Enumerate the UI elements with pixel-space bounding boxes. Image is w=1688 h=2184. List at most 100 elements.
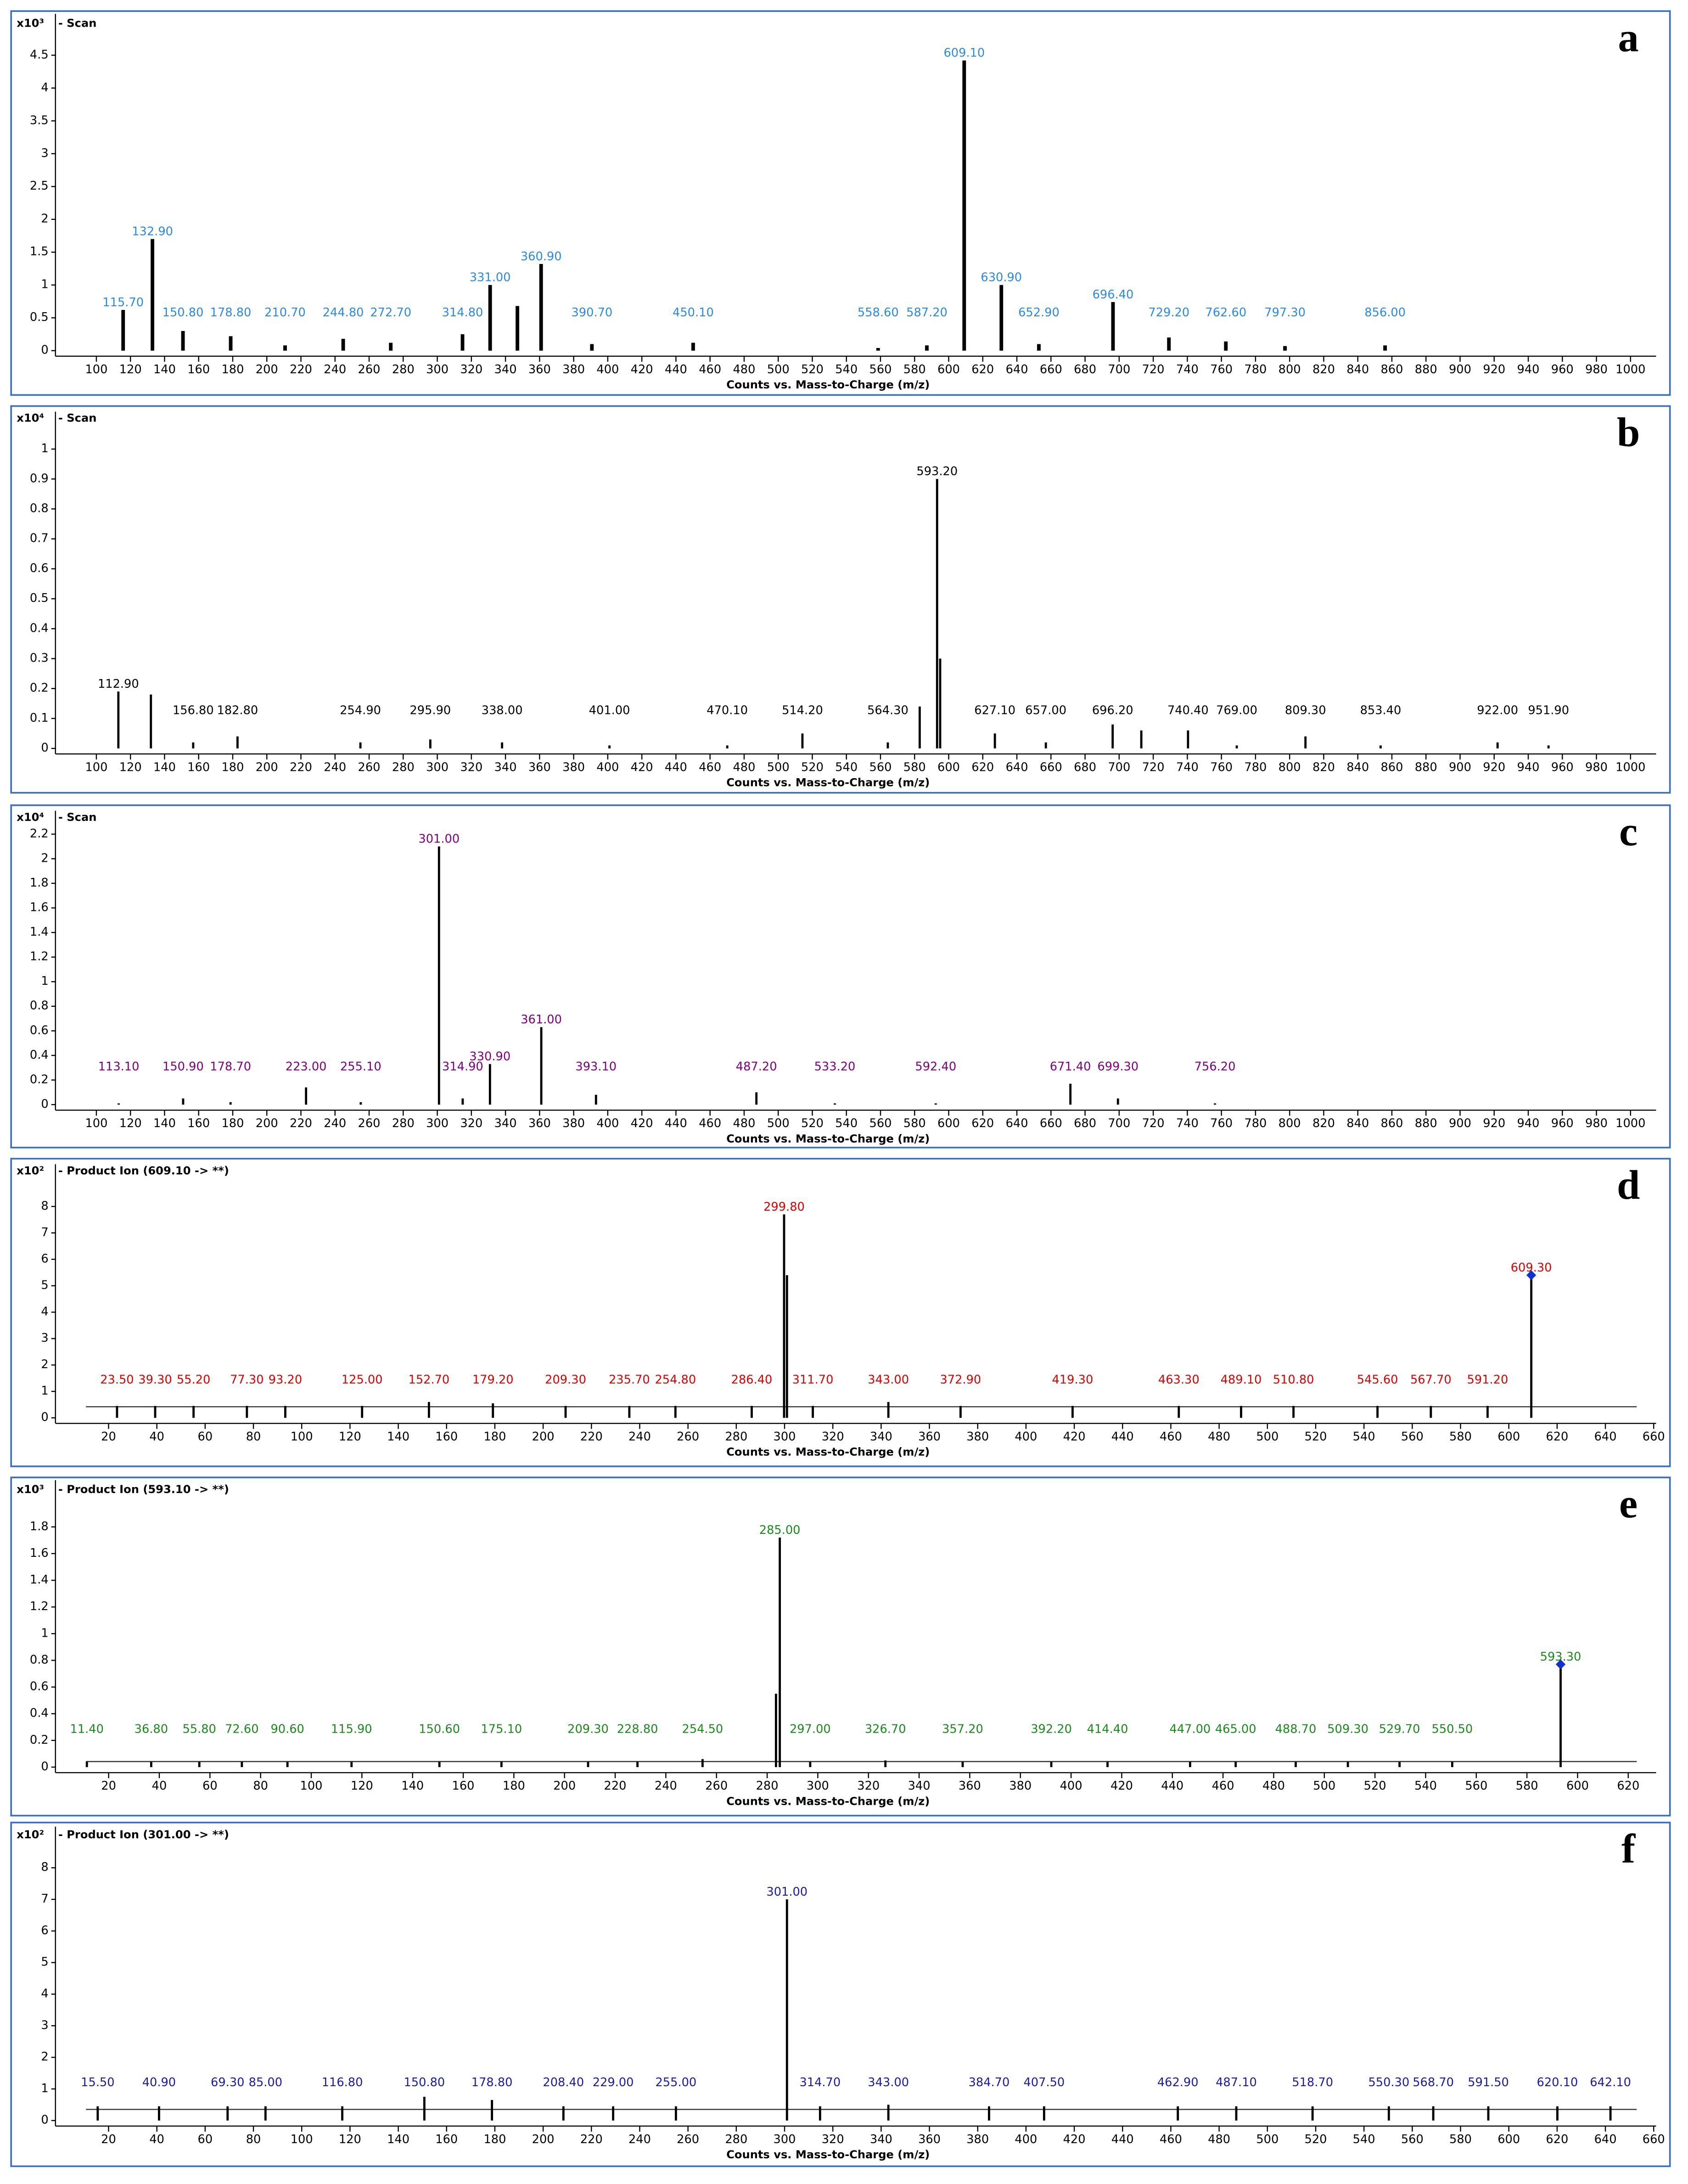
peak-label: 208.40: [543, 2076, 584, 2089]
peak-label: 529.70: [1379, 1722, 1420, 1736]
x-tick-label: 320: [857, 1779, 880, 1793]
peak-label: 488.70: [1275, 1722, 1317, 1736]
panel-letter: e: [1619, 1480, 1638, 1527]
peak-label: 609.10: [943, 46, 985, 60]
x-tick-label: 120: [339, 1430, 361, 1443]
x-tick-label: 380: [1009, 1779, 1032, 1793]
y-tick-label: 1: [41, 2082, 48, 2095]
x-tick-label: 860: [1380, 760, 1403, 774]
y-tick-label: 1: [41, 278, 48, 292]
x-tick-label: 900: [1449, 363, 1471, 376]
x-tick-label: 100: [300, 1779, 323, 1793]
y-tick-label: 0.1: [30, 711, 49, 725]
peak-label: 671.40: [1050, 1060, 1091, 1073]
x-axis-title: Counts vs. Mass-to-Charge (m/z): [726, 378, 930, 391]
x-tick-label: 700: [1108, 1117, 1130, 1130]
peak-label: 285.00: [759, 1523, 801, 1537]
x-tick-label: 560: [869, 1117, 892, 1130]
x-tick-label: 620: [1617, 1779, 1639, 1793]
x-tick-label: 540: [1414, 1779, 1437, 1793]
peak-label: 178.80: [471, 2076, 513, 2089]
peak-label: 463.30: [1158, 1373, 1200, 1387]
x-tick-label: 700: [1108, 363, 1130, 376]
peak-label: 175.10: [481, 1722, 522, 1736]
x-tick-label: 240: [324, 760, 346, 774]
peak-label: 652.90: [1018, 306, 1060, 320]
peak-label: 178.80: [210, 306, 252, 320]
x-tick-label: 100: [85, 760, 107, 774]
x-tick-label: 880: [1415, 363, 1437, 376]
panel-title: - Scan: [58, 811, 97, 824]
x-tick-label: 420: [631, 1117, 653, 1130]
peak-label: 756.20: [1194, 1060, 1236, 1073]
multiplier: x10³: [17, 17, 44, 29]
x-tick-label: 520: [1305, 2133, 1327, 2146]
peak-label: 115.90: [331, 1722, 372, 1736]
x-tick-label: 1000: [1615, 760, 1645, 774]
x-tick-label: 600: [937, 1117, 960, 1130]
x-tick-label: 200: [532, 1430, 555, 1443]
x-tick-label: 280: [725, 1430, 747, 1443]
x-tick-label: 440: [665, 1117, 687, 1130]
x-tick-label: 180: [503, 1779, 525, 1793]
peak-label: 591.50: [1468, 2076, 1509, 2089]
x-tick-label: 980: [1585, 760, 1608, 774]
x-tick-label: 180: [222, 1117, 244, 1130]
x-tick-label: 280: [392, 1117, 415, 1130]
peak-label: 272.70: [370, 306, 411, 320]
peak-label: 762.60: [1205, 306, 1246, 320]
x-tick-label: 240: [324, 363, 346, 376]
y-tick-label: 1: [41, 974, 48, 988]
x-tick-label: 1000: [1615, 1117, 1645, 1130]
multiplier: x10²: [17, 1164, 44, 1177]
y-tick-label: 1.5: [30, 245, 49, 258]
x-tick-label: 680: [1074, 760, 1096, 774]
x-tick-label: 120: [119, 760, 142, 774]
x-tick-label: 780: [1244, 1117, 1267, 1130]
x-tick-label: 340: [494, 1117, 517, 1130]
peak-label: 696.40: [1093, 288, 1134, 302]
multiplier: x10²: [17, 1828, 44, 1841]
x-tick-label: 920: [1483, 363, 1505, 376]
x-tick-label: 740: [1176, 1117, 1199, 1130]
x-tick-label: 460: [1160, 2133, 1182, 2146]
x-tick-label: 120: [351, 1779, 373, 1793]
x-tick-label: 180: [222, 363, 244, 376]
peak-label: 90.60: [270, 1722, 304, 1736]
y-tick-label: 0: [41, 2113, 48, 2127]
peak-label: 286.40: [731, 1373, 773, 1387]
x-tick-label: 880: [1415, 1117, 1437, 1130]
x-tick-label: 440: [1111, 1430, 1134, 1443]
x-tick-label: 220: [290, 760, 312, 774]
x-tick-label: 480: [733, 760, 755, 774]
panel-letter: f: [1621, 1825, 1636, 1872]
peak-label: 297.00: [790, 1722, 831, 1736]
x-tick-label: 640: [1594, 2133, 1617, 2146]
x-tick-label: 60: [198, 1430, 213, 1443]
x-tick-label: 420: [1063, 1430, 1086, 1443]
x-tick-label: 580: [1449, 1430, 1472, 1443]
x-tick-label: 280: [725, 2133, 747, 2146]
panel-title: - Product Ion (593.10 -> **): [58, 1483, 229, 1496]
panel-frame: [10, 10, 1671, 396]
peak-label: 407.50: [1023, 2076, 1065, 2089]
x-tick-label: 660: [1040, 1117, 1062, 1130]
x-axis-title: Counts vs. Mass-to-Charge (m/z): [726, 2148, 930, 2161]
peak-label: 360.90: [521, 250, 562, 264]
y-tick-label: 0.8: [30, 1653, 49, 1667]
peak-label: 85.00: [249, 2076, 282, 2089]
x-tick-label: 540: [835, 1117, 858, 1130]
x-tick-label: 520: [1364, 1779, 1386, 1793]
x-tick-label: 560: [1401, 1430, 1424, 1443]
peak-label: 587.20: [906, 306, 948, 320]
x-tick-label: 460: [1212, 1779, 1234, 1793]
x-tick-label: 200: [553, 1779, 576, 1793]
x-tick-label: 360: [918, 1430, 941, 1443]
peak-label: 558.60: [858, 306, 899, 320]
peak-label: 393.10: [575, 1060, 617, 1073]
x-tick-label: 420: [1110, 1779, 1133, 1793]
x-tick-label: 800: [1279, 760, 1301, 774]
x-tick-label: 660: [1643, 1430, 1665, 1443]
x-tick-label: 1000: [1615, 363, 1645, 376]
x-tick-label: 660: [1040, 363, 1062, 376]
